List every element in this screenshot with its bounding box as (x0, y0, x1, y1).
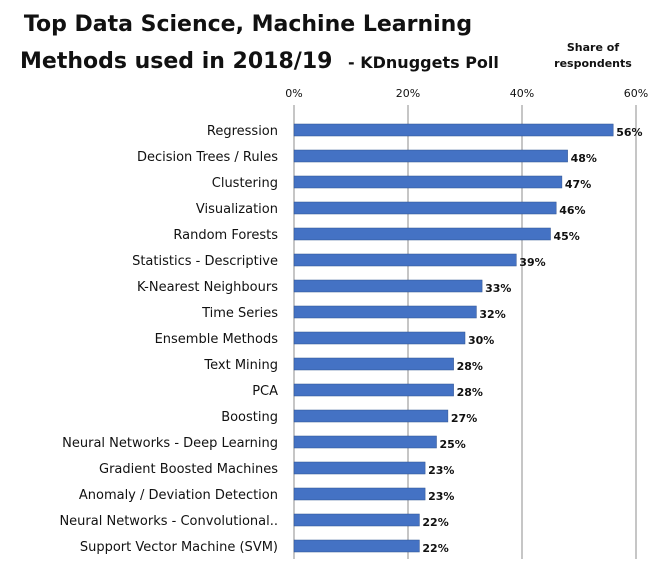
bar (293, 279, 483, 293)
category-label: Ensemble Methods (155, 332, 279, 347)
data-label: 22% (422, 516, 448, 529)
category-label: Anomaly / Deviation Detection (79, 488, 278, 503)
data-label: 39% (519, 256, 545, 269)
category-label: Clustering (212, 176, 278, 191)
bar (293, 357, 454, 371)
category-label: Random Forests (173, 228, 278, 243)
category-label: Regression (207, 124, 278, 139)
chart-title-suffix: - KDnuggets Poll (348, 53, 499, 72)
data-label: 25% (440, 438, 466, 451)
tick-labels: 0% 20% 40% 60% (285, 87, 648, 100)
value-labels: 56% 48% 47% 46% 45% 39% 33% 32% 30% 28% 28% 27% 25% 2… (422, 126, 642, 555)
bar (293, 201, 557, 215)
data-label: 56% (616, 126, 642, 139)
bar (293, 539, 420, 553)
category-label: Neural Networks - Convolutional.. (59, 514, 278, 529)
bar (293, 461, 426, 475)
data-label: 32% (479, 308, 505, 321)
category-label: Support Vector Machine (SVM) (80, 540, 278, 555)
category-label: Boosting (221, 410, 278, 425)
bar (293, 487, 426, 501)
data-label: 47% (565, 178, 591, 191)
data-label: 48% (571, 152, 597, 165)
bar (293, 305, 477, 319)
axis-title-line: Share of (567, 41, 619, 54)
data-label: 22% (422, 542, 448, 555)
chart-title-main: Methods used in 2018/19 (20, 49, 332, 74)
tick-label: 40% (510, 87, 534, 100)
tick-label: 20% (396, 87, 420, 100)
data-label: 30% (468, 334, 494, 347)
bar (293, 409, 449, 423)
bars (293, 123, 614, 553)
category-label: Text Mining (203, 358, 278, 373)
data-label: 28% (457, 386, 483, 399)
bar (293, 435, 437, 449)
data-label: 33% (485, 282, 511, 295)
tick-label: 0% (285, 87, 302, 100)
chart-title-line2: Methods used in 2018/19 - KDnuggets Poll (20, 49, 499, 74)
bar (293, 513, 420, 527)
data-label: 46% (559, 204, 585, 217)
category-label: Neural Networks - Deep Learning (62, 436, 278, 451)
bar (293, 227, 551, 241)
data-label: 28% (457, 360, 483, 373)
bar (293, 175, 563, 189)
category-label: Decision Trees / Rules (137, 150, 278, 165)
data-label: 27% (451, 412, 477, 425)
category-label: Time Series (201, 306, 278, 321)
tick-label: 60% (624, 87, 648, 100)
category-label: Visualization (196, 202, 278, 217)
chart-title-line1: Top Data Science, Machine Learning (24, 12, 472, 37)
category-label: Statistics - Descriptive (132, 254, 278, 269)
data-label: 23% (428, 490, 454, 503)
category-label: K-Nearest Neighbours (137, 280, 278, 295)
bar (293, 383, 454, 397)
bar (293, 253, 517, 267)
axis-title: Share of respondents (554, 41, 632, 70)
category-label: Gradient Boosted Machines (99, 462, 278, 477)
bar (293, 123, 614, 137)
data-label: 23% (428, 464, 454, 477)
data-label: 45% (554, 230, 580, 243)
axis-title-line: respondents (554, 57, 632, 70)
bar (293, 149, 568, 163)
bar (293, 331, 466, 345)
category-labels: Regression Decision Trees / Rules Clusteri… (59, 124, 278, 555)
category-label: PCA (252, 384, 278, 399)
